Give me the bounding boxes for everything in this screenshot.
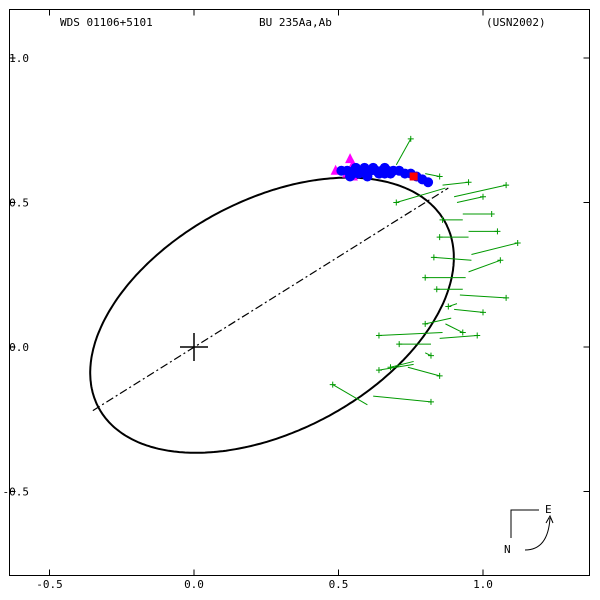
residual-line — [396, 187, 446, 203]
measure-cross — [430, 254, 437, 261]
residual-line — [425, 317, 452, 325]
plot-frame — [9, 9, 590, 576]
y-tick-label: 1.0 — [9, 52, 29, 65]
compass-north-label: N — [504, 543, 511, 556]
y-tick-label: -0.5 — [3, 486, 30, 499]
primary-star-cross — [180, 333, 208, 361]
compass-bracket — [510, 509, 539, 538]
residual-line — [454, 308, 484, 313]
measure-cross — [465, 179, 472, 186]
x-tick-label: 0.5 — [329, 578, 349, 591]
header-wds: WDS 01106+5101 — [60, 16, 153, 29]
measure-cross — [436, 234, 443, 241]
axis-ticks — [9, 9, 590, 576]
orbit-ellipse — [89, 176, 455, 454]
x-tick-label: 0.0 — [184, 578, 204, 591]
header-reference: (USN2002) — [486, 16, 546, 29]
measure-cross — [436, 372, 443, 379]
measure-cross — [480, 193, 486, 200]
compass-arrow — [524, 517, 551, 551]
line-of-nodes — [92, 187, 449, 412]
residual-line — [390, 360, 414, 368]
red-square-point — [409, 172, 418, 181]
points-layer — [330, 153, 434, 188]
measure-cross — [503, 182, 510, 189]
residual-line — [332, 384, 368, 406]
measure-cross — [503, 294, 510, 301]
residual-layer — [329, 135, 521, 406]
y-tick-label: 0.0 — [9, 341, 29, 354]
measure-cross — [445, 303, 452, 310]
measure-cross — [433, 286, 440, 293]
primary-star-layer — [180, 333, 208, 361]
residual-line — [453, 184, 507, 198]
orbit-layer — [89, 176, 455, 454]
residual-line — [445, 323, 463, 333]
header-designation: BU 235Aa,Ab — [259, 16, 332, 29]
blue-point — [362, 171, 373, 182]
measure-cross — [497, 257, 504, 264]
measure-cross — [375, 332, 382, 339]
measure-cross — [422, 320, 429, 327]
measure-cross — [393, 199, 400, 206]
residual-line — [433, 256, 472, 261]
residual-line — [378, 363, 414, 371]
measure-cross — [375, 367, 382, 374]
measure-cross — [494, 228, 501, 235]
measure-cross — [427, 352, 434, 359]
blue-point — [379, 168, 390, 179]
blue-point — [423, 177, 434, 188]
measure-cross — [459, 329, 466, 336]
x-tick-label: 1.0 — [473, 578, 493, 591]
residual-line — [459, 294, 507, 299]
y-tick-label: 0.5 — [9, 197, 29, 210]
residual-line — [442, 181, 469, 186]
residual-line — [407, 366, 440, 377]
residual-line — [395, 138, 412, 166]
compass-arrowhead — [545, 514, 554, 524]
residual-line — [373, 395, 432, 403]
measure-cross — [474, 332, 481, 339]
measure-cross — [439, 216, 446, 223]
measure-cross — [436, 173, 443, 180]
residual-line — [439, 334, 478, 339]
measure-cross — [396, 341, 403, 348]
axis-tick-labels: -0.5 0.0 0.5 1.0 1.0 0.5 0.0 -0.5 — [3, 52, 493, 591]
x-tick-label: -0.5 — [36, 578, 63, 591]
residual-line — [456, 196, 484, 203]
measure-cross — [407, 135, 414, 142]
blue-point — [345, 171, 356, 182]
measure-cross — [427, 398, 434, 405]
measure-cross — [422, 274, 429, 281]
residual-line — [378, 332, 443, 336]
measure-cross — [488, 211, 495, 218]
compass: E N — [504, 503, 554, 556]
measure-cross — [387, 364, 394, 371]
measure-cross — [480, 309, 486, 316]
measure-cross — [514, 239, 521, 246]
residual-line — [468, 259, 501, 273]
residual-line — [471, 242, 518, 256]
compass-east-label: E — [545, 503, 552, 516]
measure-cross — [329, 381, 336, 388]
